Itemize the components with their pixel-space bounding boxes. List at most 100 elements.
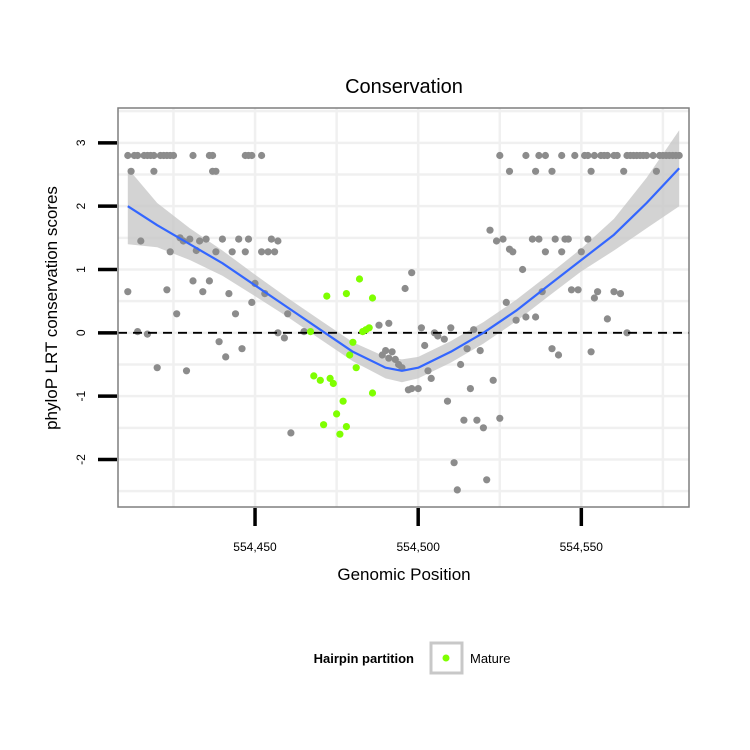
data-point-other <box>502 298 510 306</box>
y-tick-label: -1 <box>74 391 88 402</box>
legend: Hairpin partition Mature <box>314 641 510 675</box>
data-point-other <box>173 310 181 318</box>
data-point-other <box>238 345 246 353</box>
data-point-other <box>127 167 135 175</box>
data-point-other <box>486 226 494 234</box>
data-point-other <box>519 265 527 274</box>
data-point-other <box>483 476 491 484</box>
data-point-other <box>574 286 582 294</box>
data-point-other <box>196 237 204 245</box>
data-point-other <box>235 235 243 243</box>
data-point-other <box>558 248 566 256</box>
data-point-other <box>212 248 220 256</box>
data-point-other <box>189 151 197 160</box>
data-point-other <box>241 248 249 256</box>
points-mature <box>306 275 377 438</box>
data-point-other <box>590 294 599 302</box>
data-point-mature <box>352 364 360 372</box>
data-point-other <box>382 347 390 355</box>
data-point-other <box>528 235 537 243</box>
y-tick-label: 2 <box>74 203 88 210</box>
data-point-other <box>124 151 132 160</box>
data-point-other <box>222 353 230 361</box>
data-point-mature <box>342 290 350 298</box>
data-point-mature <box>306 328 315 336</box>
data-point-other <box>522 151 530 160</box>
data-point-other <box>248 151 256 160</box>
data-point-other <box>440 335 448 343</box>
data-point-other <box>447 324 455 332</box>
smooth-line-layer <box>127 167 681 372</box>
data-point-other <box>443 397 452 405</box>
data-point-other <box>414 385 422 393</box>
data-point-other <box>473 416 481 424</box>
data-point-other <box>610 288 618 296</box>
y-tick-label: 1 <box>74 266 88 273</box>
data-point-other <box>424 367 432 375</box>
data-point-other <box>535 235 543 243</box>
data-point-other <box>143 330 151 338</box>
data-point-other <box>417 324 425 332</box>
data-point-other <box>551 235 559 243</box>
data-point-other <box>532 313 540 321</box>
data-point-other <box>150 167 158 175</box>
data-point-other <box>675 151 683 160</box>
data-point-other <box>643 151 651 160</box>
data-point-other <box>496 414 504 422</box>
data-point-other <box>587 348 595 356</box>
data-point-other <box>427 374 435 382</box>
data-point-other <box>205 277 213 285</box>
data-point-mature <box>346 351 354 359</box>
y-axis: -2 -1 0 1 2 3 <box>74 139 117 465</box>
data-point-other <box>169 151 178 160</box>
data-point-other <box>548 167 556 175</box>
data-point-other <box>457 360 465 369</box>
data-point-other <box>271 248 279 256</box>
data-point-mature <box>339 397 347 405</box>
data-point-other <box>512 316 520 324</box>
data-point-other <box>186 235 194 243</box>
chart-title: Conservation <box>345 76 463 98</box>
data-point-other <box>564 235 572 243</box>
data-point-other <box>280 334 288 342</box>
data-point-other <box>492 237 501 245</box>
panel-border <box>117 107 690 508</box>
data-point-other <box>124 288 132 296</box>
data-point-other <box>137 237 145 245</box>
data-point-other <box>189 277 197 285</box>
data-point-other <box>548 345 556 353</box>
data-point-other <box>470 326 478 334</box>
data-point-other <box>554 351 563 359</box>
x-tick-label: 554,500 <box>397 540 441 554</box>
data-point-other <box>613 151 621 160</box>
data-point-other <box>587 167 595 175</box>
data-point-other <box>466 385 474 393</box>
data-point-other <box>408 385 416 393</box>
data-point-other <box>652 167 661 175</box>
data-point-other <box>421 341 429 350</box>
data-point-other <box>408 269 416 277</box>
data-point-other <box>476 347 484 355</box>
data-point-other <box>584 235 592 243</box>
data-point-mature <box>320 421 328 429</box>
data-point-mature <box>323 292 331 300</box>
data-point-other <box>228 248 236 256</box>
data-point-other <box>218 235 226 243</box>
data-point-other <box>532 167 540 175</box>
data-point-other <box>649 151 657 160</box>
data-point-mature <box>355 275 364 283</box>
y-tick-label: 3 <box>74 139 88 146</box>
data-point-other <box>267 235 275 243</box>
data-point-other <box>509 248 517 256</box>
points-other <box>124 151 683 494</box>
legend-key-mature-icon <box>442 654 450 662</box>
data-point-mature <box>336 430 344 438</box>
data-point-other <box>287 429 295 437</box>
data-point-other <box>212 167 220 175</box>
data-point-other <box>134 328 142 336</box>
data-point-other <box>522 313 530 321</box>
plot-panel <box>118 108 689 507</box>
x-axis-title: Genomic Position <box>337 565 470 584</box>
data-point-other <box>571 151 579 160</box>
data-point-mature <box>368 294 377 302</box>
